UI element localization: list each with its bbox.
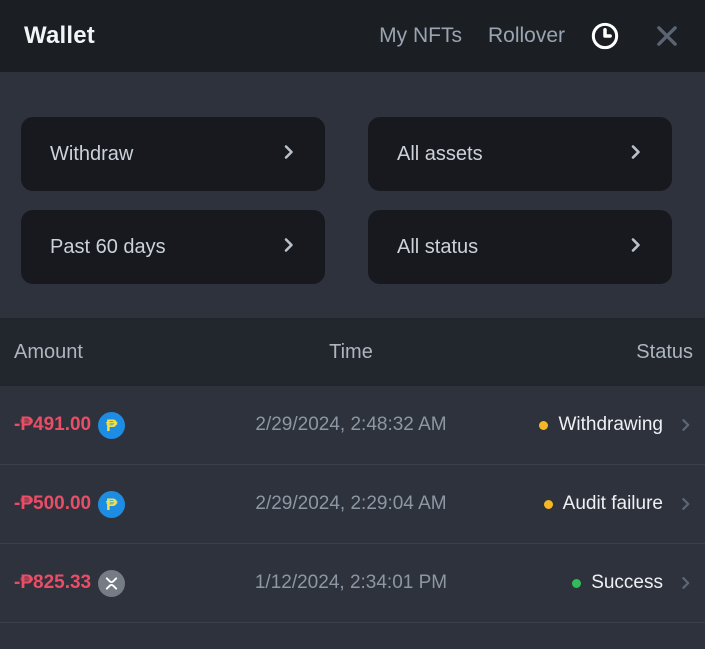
table-row[interactable]: -₱500.00 ₱ 2/29/2024, 2:29:04 AM Audit f… [0,465,705,544]
status-label: Success [591,572,663,593]
amount-value: -₱500.00 [14,493,92,514]
status-dot [572,578,582,588]
filter-label: All assets [397,142,483,165]
status-label: Audit failure [562,493,663,514]
status-cell: Success [465,572,705,594]
filter-assets[interactable]: All assets [368,117,672,191]
php-coin-icon: ₱ [98,411,126,439]
status-label: Withdrawing [558,414,663,435]
status-dot [539,420,549,430]
chevron-right-icon [281,237,297,258]
column-header-time: Time [329,340,373,363]
table-header: Amount Time Status [0,318,705,386]
table-row[interactable]: -₱491.00 ₱ 2/29/2024, 2:48:32 AM Withdra… [0,386,705,465]
filter-status[interactable]: All status [368,210,672,284]
filter-section: Withdraw All assets Past 60 days All sta… [0,72,705,318]
chevron-right-icon[interactable] [679,418,693,432]
php-coin-icon: ₱ [98,490,126,518]
time-value: 2/29/2024, 2:48:32 AM [255,414,447,435]
xrp-coin-icon [98,569,126,597]
chevron-right-icon[interactable] [679,576,693,590]
chevron-right-icon[interactable] [679,497,693,511]
amount-cell: -₱491.00 ₱ [0,411,237,439]
time-value: 2/29/2024, 2:29:04 AM [255,493,447,514]
amount-value: -₱491.00 [14,414,92,435]
close-icon[interactable] [645,22,681,50]
nav-rollover[interactable]: Rollover [487,24,565,47]
chevron-right-icon [628,144,644,165]
amount-cell: -₱500.00 ₱ [0,490,237,518]
filter-transaction-type[interactable]: Withdraw [21,117,325,191]
chevron-right-icon [628,237,644,258]
filter-label: Past 60 days [50,235,166,258]
nav-my-nfts[interactable]: My NFTs [379,24,462,47]
filter-label: All status [397,235,479,258]
column-header-amount: Amount [14,340,83,363]
filter-date-range[interactable]: Past 60 days [21,210,325,284]
history-clock-icon[interactable] [591,22,619,50]
time-value: 1/12/2024, 2:34:01 PM [254,572,448,593]
filter-label: Withdraw [50,142,134,165]
table-row[interactable]: -₱825.33 1/12/2024, 2:34:01 PM Success [0,544,705,623]
column-header-status: Status [636,340,693,363]
chevron-right-icon [281,144,297,165]
amount-value: -₱825.33 [14,572,92,593]
page-title: Wallet [24,22,95,49]
wallet-header: Wallet My NFTs Rollover [0,0,705,72]
status-cell: Audit failure [465,493,705,515]
status-dot [543,499,553,509]
header-actions: My NFTs Rollover [379,22,681,50]
status-cell: Withdrawing [465,414,705,436]
amount-cell: -₱825.33 [0,569,237,597]
